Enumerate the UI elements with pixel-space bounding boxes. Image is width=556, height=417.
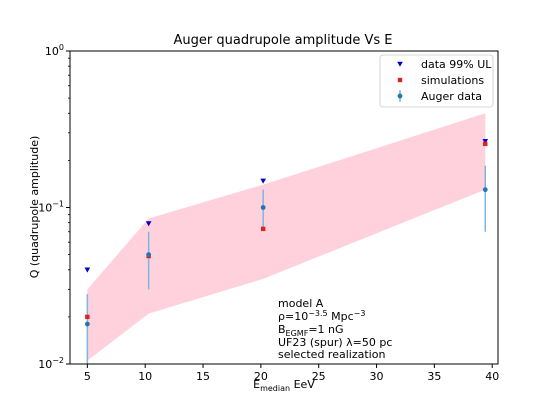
legend-marker-simulation: [397, 77, 403, 83]
x-tick-label: 20: [254, 370, 268, 383]
x-tick-label: 25: [312, 370, 326, 383]
annotation-line-2-sup: −3.5: [308, 309, 327, 318]
chart-title: Auger quadrupole amplitude Vs E: [174, 33, 393, 48]
x-axis-label-sub: median: [260, 384, 290, 393]
annotation-line-1: model A: [278, 297, 324, 310]
data-marks-layer: [84, 139, 489, 364]
simulation-band-layer: [87, 113, 486, 361]
annotation-line-5: selected realization: [278, 348, 385, 361]
x-tick-label: 15: [196, 370, 210, 383]
x-tick-label: 10: [138, 370, 152, 383]
y-tick-label: 10−2: [38, 356, 64, 371]
annotation-line-3: BEGMF=1 nG: [278, 323, 344, 338]
simulation-square-point: [483, 141, 488, 147]
annotation-line-2-pre: ρ=10: [278, 310, 308, 323]
auger-data-point: [84, 321, 90, 327]
ul-triangle-point: [260, 178, 266, 184]
annotation-line-3-post: =1 nG: [308, 323, 343, 336]
y-tick-label: 100: [45, 43, 64, 58]
x-tick-label: 30: [370, 370, 384, 383]
annotation-line-4: UF23 (spur) λ=50 pc: [278, 336, 392, 349]
x-axis-ticks: 5 10 15 20 25 30 35 40: [84, 364, 499, 383]
simulation-band: [87, 113, 486, 361]
x-tick-label: 5: [84, 370, 91, 383]
x-axis-label-rest: EeV: [290, 378, 315, 391]
y-axis-label: Q (quadrupole amplitude): [28, 136, 41, 279]
x-axis-label: Emedian EeV: [253, 378, 315, 393]
legend-marker-ul: [397, 61, 403, 67]
simulation-square-point: [85, 314, 90, 320]
legend-box: [379, 54, 494, 108]
ul-triangle-point: [482, 139, 489, 145]
ul-triangle-point: [84, 267, 91, 273]
x-axis-label-main: E: [253, 378, 260, 391]
x-tick-label: 35: [427, 370, 441, 383]
annotation-line-3-pre: B: [278, 323, 286, 336]
legend-marker-auger: [397, 93, 403, 99]
annotation-line-2-post: Mpc: [328, 310, 354, 323]
legend-entries: data 99% UL simulations Auger data: [397, 58, 492, 103]
legend-label: simulations: [421, 74, 484, 87]
annotation-line-2: ρ=10−3.5 Mpc−3: [278, 309, 365, 323]
legend: data 99% UL simulations Auger data: [379, 54, 494, 108]
simulation-square-point: [260, 226, 266, 232]
annotation-line-2-sup2: −3: [354, 309, 366, 318]
annotation-line-3-sub: EGMF: [286, 329, 309, 338]
auger-data-point: [482, 187, 488, 193]
ul-triangle-point: [145, 221, 152, 227]
legend-label: Auger data: [421, 90, 482, 103]
auger-data-point: [260, 205, 266, 210]
legend-label: data 99% UL: [421, 58, 492, 71]
auger-data-point: [146, 252, 152, 258]
y-axis-ticks: 10−2 10−1 100: [38, 43, 70, 371]
x-tick-label: 40: [485, 370, 499, 383]
y-tick-label: 10−1: [38, 200, 64, 215]
model-annotation: model A ρ=10−3.5 Mpc−3 BEGMF=1 nG UF23 (…: [278, 297, 392, 361]
